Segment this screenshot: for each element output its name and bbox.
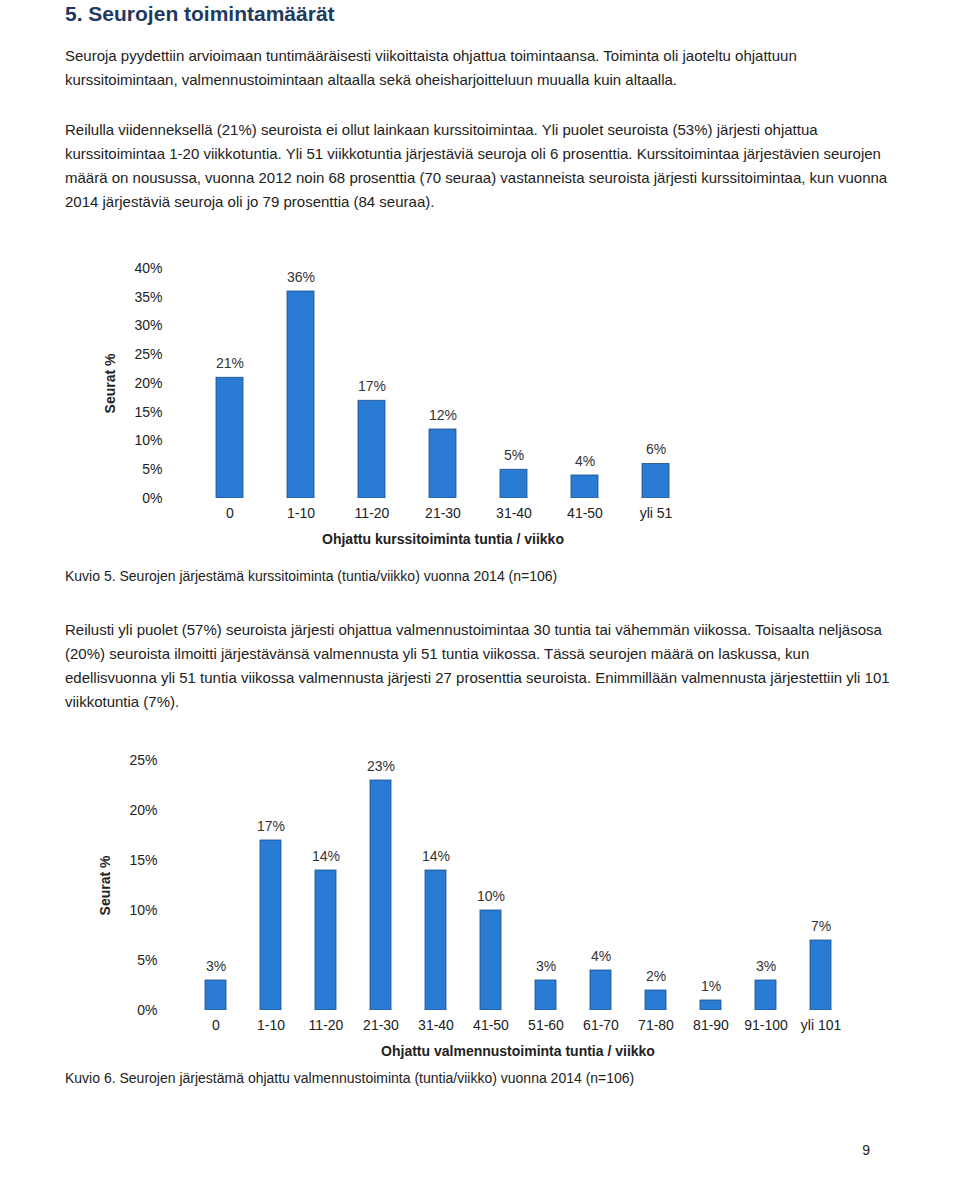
svg-text:21%: 21% <box>216 355 244 371</box>
svg-text:5%: 5% <box>142 461 162 477</box>
svg-text:61-70: 61-70 <box>583 1017 619 1033</box>
svg-text:7%: 7% <box>811 918 831 934</box>
svg-text:30%: 30% <box>134 317 162 333</box>
svg-text:5%: 5% <box>137 952 157 968</box>
svg-text:5%: 5% <box>504 447 524 463</box>
svg-text:25%: 25% <box>129 752 157 768</box>
svg-text:2%: 2% <box>646 968 666 984</box>
svg-text:1-10: 1-10 <box>257 1017 285 1033</box>
svg-text:12%: 12% <box>429 407 457 423</box>
html-text:Reilusti yli puolet (57%) seur: Reilusti yli puolet (57%) seuroista järj… <box>65 621 890 710</box>
svg-text:14%: 14% <box>422 848 450 864</box>
svg-text:10%: 10% <box>134 432 162 448</box>
svg-text:31-40: 31-40 <box>496 505 532 521</box>
svg-text:17%: 17% <box>358 378 386 394</box>
svg-text:10%: 10% <box>129 902 157 918</box>
svg-text:0: 0 <box>226 505 234 521</box>
svg-text:11-20: 11-20 <box>355 505 390 521</box>
svg-text:71-80: 71-80 <box>638 1017 674 1033</box>
svg-text:15%: 15% <box>134 404 162 420</box>
html-text:Kuvio 6. Seurojen järjestämä o: Kuvio 6. Seurojen järjestämä ohjattu val… <box>65 1070 635 1086</box>
svg-text:21-30: 21-30 <box>425 505 461 521</box>
svg-text:yli 101: yli 101 <box>801 1017 842 1033</box>
svg-text:20%: 20% <box>129 802 157 818</box>
svg-text:4%: 4% <box>575 453 595 469</box>
html-text:Reilulla viidenneksellä (21%): Reilulla viidenneksellä (21%) seuroista … <box>65 121 888 210</box>
svg-text:0%: 0% <box>137 1002 157 1018</box>
svg-text:25%: 25% <box>134 346 162 362</box>
svg-text:11-20: 11-20 <box>309 1017 344 1033</box>
svg-text:21-30: 21-30 <box>363 1017 399 1033</box>
svg-text:41-50: 41-50 <box>567 505 603 521</box>
svg-text:51-60: 51-60 <box>528 1017 564 1033</box>
svg-text:3%: 3% <box>756 958 776 974</box>
svg-text:91-100: 91-100 <box>744 1017 788 1033</box>
html-text:5. Seurojen toimintamäärät: 5. Seurojen toimintamäärät <box>65 2 335 25</box>
svg-text:yli 51: yli 51 <box>640 505 673 521</box>
svg-text:1%: 1% <box>701 978 721 994</box>
svg-text:10%: 10% <box>477 888 505 904</box>
svg-text:4%: 4% <box>591 948 611 964</box>
svg-text:36%: 36% <box>287 269 315 285</box>
svg-text:17%: 17% <box>257 818 285 834</box>
svg-text:15%: 15% <box>129 852 157 868</box>
svg-text:Ohjattu kurssitoiminta tuntia: Ohjattu kurssitoiminta tuntia / viikko <box>322 531 564 547</box>
html-text:Kuvio 5. Seurojen järjestämä k: Kuvio 5. Seurojen järjestämä kurssitoimi… <box>65 568 558 584</box>
svg-text:40%: 40% <box>134 260 162 276</box>
svg-text:0: 0 <box>212 1017 220 1033</box>
svg-text:6%: 6% <box>646 441 666 457</box>
html-text:Seuroja pyydettiin arvioimaan: Seuroja pyydettiin arvioimaan tuntimäärä… <box>65 47 797 88</box>
svg-text:Seurat %: Seurat % <box>97 855 113 915</box>
svg-text:1-10: 1-10 <box>287 505 315 521</box>
svg-text:14%: 14% <box>312 848 340 864</box>
svg-text:81-90: 81-90 <box>693 1017 729 1033</box>
svg-text:Ohjattu valmennustoiminta tunt: Ohjattu valmennustoiminta tuntia / viikk… <box>381 1043 655 1059</box>
svg-text:Seurat %: Seurat % <box>102 353 118 413</box>
html-text:9: 9 <box>862 1142 870 1158</box>
svg-text:23%: 23% <box>367 758 395 774</box>
svg-text:20%: 20% <box>134 375 162 391</box>
svg-text:41-50: 41-50 <box>473 1017 509 1033</box>
svg-text:0%: 0% <box>142 490 162 506</box>
svg-text:3%: 3% <box>206 958 226 974</box>
svg-text:35%: 35% <box>134 289 162 305</box>
svg-text:3%: 3% <box>536 958 556 974</box>
svg-text:31-40: 31-40 <box>418 1017 454 1033</box>
